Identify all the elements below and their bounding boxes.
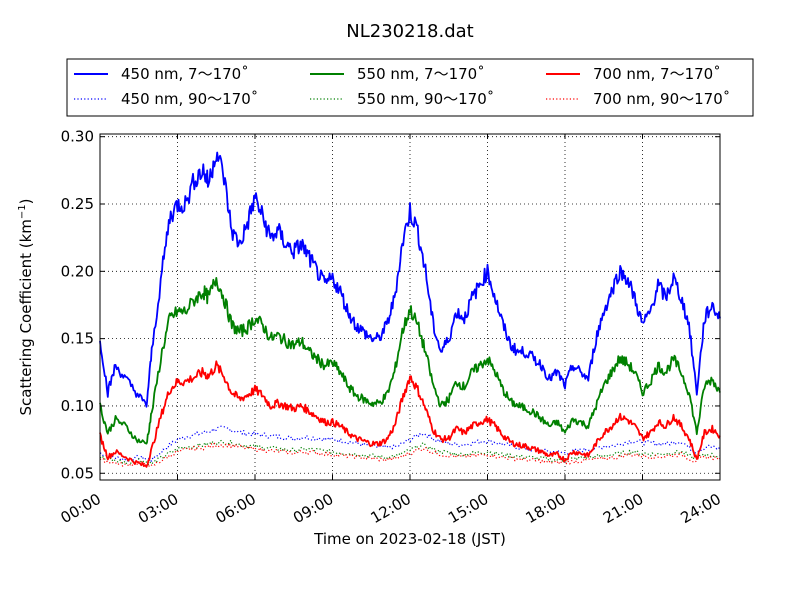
legend-label-2: 550 nm, 7～170˚ <box>357 65 485 83</box>
y-axis-label-text: Scattering Coefficient (km <box>17 219 35 415</box>
series-line-2 <box>99 276 721 445</box>
legend: 450 nm, 7～170˚ 450 nm, 90～170˚ 550 nm, 7～1… <box>66 58 754 117</box>
y-axis-label-close: ) <box>17 198 35 204</box>
series-line-0 <box>99 151 721 408</box>
y-tick-label-3: 0.20 <box>61 262 94 280</box>
y-tick-label-1: 0.10 <box>61 397 94 415</box>
grid <box>100 134 720 480</box>
y-tick-label-5: 0.30 <box>61 128 94 146</box>
legend-label-4: 700 nm, 7～170˚ <box>593 65 721 83</box>
series-line-3 <box>99 439 721 466</box>
legend-label-1: 450 nm, 90～170˚ <box>121 90 258 108</box>
legend-frame <box>66 58 754 117</box>
series-line-4 <box>99 360 721 468</box>
y-tick-label-0: 0.05 <box>61 464 94 482</box>
series-layer <box>99 151 721 468</box>
y-tick-label-4: 0.25 <box>61 195 94 213</box>
legend-label-0: 450 nm, 7～170˚ <box>121 65 249 83</box>
legend-label-5: 700 nm, 90～170˚ <box>593 90 730 108</box>
chart-title: NL230218.dat <box>346 21 473 42</box>
legend-label-3: 550 nm, 90～170˚ <box>357 90 494 108</box>
y-tick-label-2: 0.15 <box>61 330 94 348</box>
y-axis-label: Scattering Coefficient (km−1) <box>17 198 35 415</box>
y-axis-label-exponent: −1 <box>17 204 28 219</box>
series-line-5 <box>99 442 721 468</box>
x-axis-label: Time on 2023-02-18 (JST) <box>313 530 506 548</box>
